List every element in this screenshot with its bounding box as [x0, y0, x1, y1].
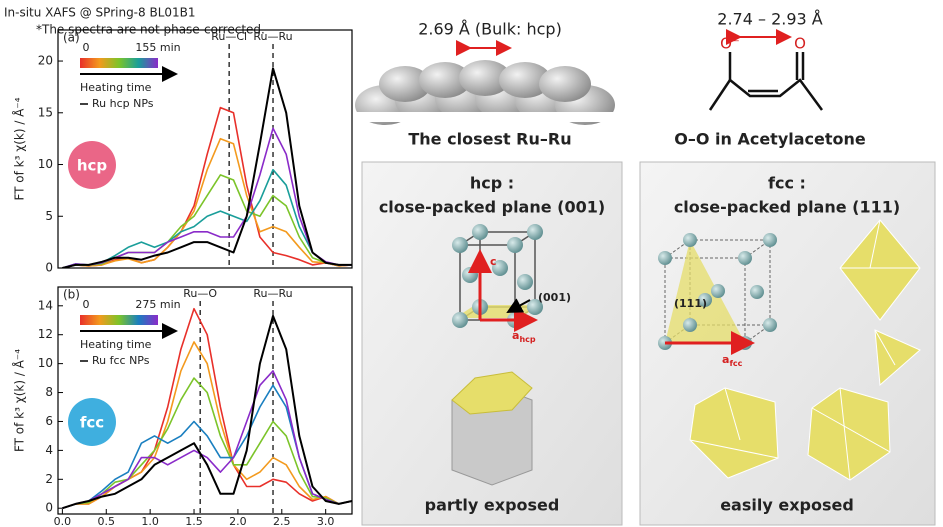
x-tick-label: 1.0 [141, 515, 159, 527]
marker-label: Ru—Ru [253, 30, 292, 43]
badge-label: hcp [77, 157, 108, 175]
legend-name: Ru hcp NPs [92, 97, 154, 110]
y-tick-label: 6 [45, 414, 53, 428]
y-tick-label: 10 [38, 157, 53, 171]
legend-caption: Heating time [80, 338, 152, 351]
oo-caption: O–O in Acetylacetone [674, 130, 866, 149]
ru-distance: 2.69 Å (Bulk: hcp) [418, 20, 562, 39]
y-axis-label: FT of k³ χ(k) / Å⁻⁴ [12, 349, 27, 452]
legend-name: Ru fcc NPs [92, 354, 150, 367]
series-line [62, 378, 352, 508]
legend-colorbar [80, 315, 158, 325]
legend-colorbar [80, 58, 158, 68]
x-tick-label: 2.5 [273, 515, 291, 527]
figure: In-situ XAFS @ SPring-8 BL01B1 *The spec… [0, 0, 943, 527]
x-tick-label: 2.0 [229, 515, 247, 527]
y-tick-label: 0 [45, 261, 53, 275]
marker-label: Ru—Ru [253, 287, 292, 300]
fcc-title: fcc : [768, 174, 806, 193]
hcp-caption: partly exposed [425, 496, 560, 515]
y-tick-label: 14 [38, 298, 53, 312]
y-axis-label: FT of k³ χ(k) / Å⁻⁴ [12, 97, 27, 200]
y-tick-label: 4 [45, 443, 53, 457]
panel-label: (a) [63, 31, 80, 45]
fcc-caption: easily exposed [720, 496, 854, 515]
y-tick-label: 10 [38, 356, 53, 370]
legend-end: 275 min [135, 298, 180, 311]
y-tick-label: 5 [45, 209, 53, 223]
y-tick-label: 15 [38, 105, 53, 119]
hcp-title: hcp : [470, 174, 514, 193]
hcp-plane: (001) [538, 291, 571, 304]
header-title: In-situ XAFS @ SPring-8 BL01B1 [4, 6, 196, 20]
hcp-particle [452, 372, 532, 485]
panel-label: (b) [63, 288, 80, 302]
fcc-plane: (111) [674, 297, 707, 310]
y-tick-label: 20 [38, 54, 53, 68]
y-tick-label: 2 [45, 472, 53, 486]
oo-distance: 2.74 – 2.93 Å [717, 10, 823, 29]
legend-start: 0 [83, 41, 90, 54]
y-tick-label: 8 [45, 385, 53, 399]
ru-caption: The closest Ru–Ru [408, 130, 571, 149]
hcp-subtitle: close-packed plane (001) [379, 198, 605, 217]
legend-caption: Heating time [80, 81, 152, 94]
fcc-panel: fcc : close-packed plane (111) (111) afc… [640, 162, 935, 525]
fcc-subtitle: close-packed plane (111) [674, 198, 900, 217]
legend-end: 155 min [135, 41, 180, 54]
o-atom: O [794, 35, 806, 53]
marker-label: Ru—O [183, 287, 217, 300]
y-tick-label: 0 [45, 501, 53, 515]
x-tick-label: 3.0 [317, 515, 335, 527]
marker-label: Ru—Cl [211, 30, 247, 43]
badge-label: fcc [80, 414, 104, 432]
legend-start: 0 [83, 298, 90, 311]
x-tick-label: 1.5 [185, 515, 203, 527]
x-tick-label: 0.5 [98, 515, 116, 527]
y-tick-label: 12 [38, 327, 53, 341]
acetylacetone [710, 52, 822, 110]
series-line [62, 175, 352, 268]
ru-surface: 2.69 Å (Bulk: hcp) The closest Ru–Ru [350, 20, 620, 149]
x-tick-label: 0.0 [54, 515, 72, 527]
hcp-panel: hcp : close-packed plane (001) c (001) a… [362, 162, 622, 525]
hcp-c: c [490, 255, 497, 268]
o-minus: O⁻ [720, 35, 740, 53]
